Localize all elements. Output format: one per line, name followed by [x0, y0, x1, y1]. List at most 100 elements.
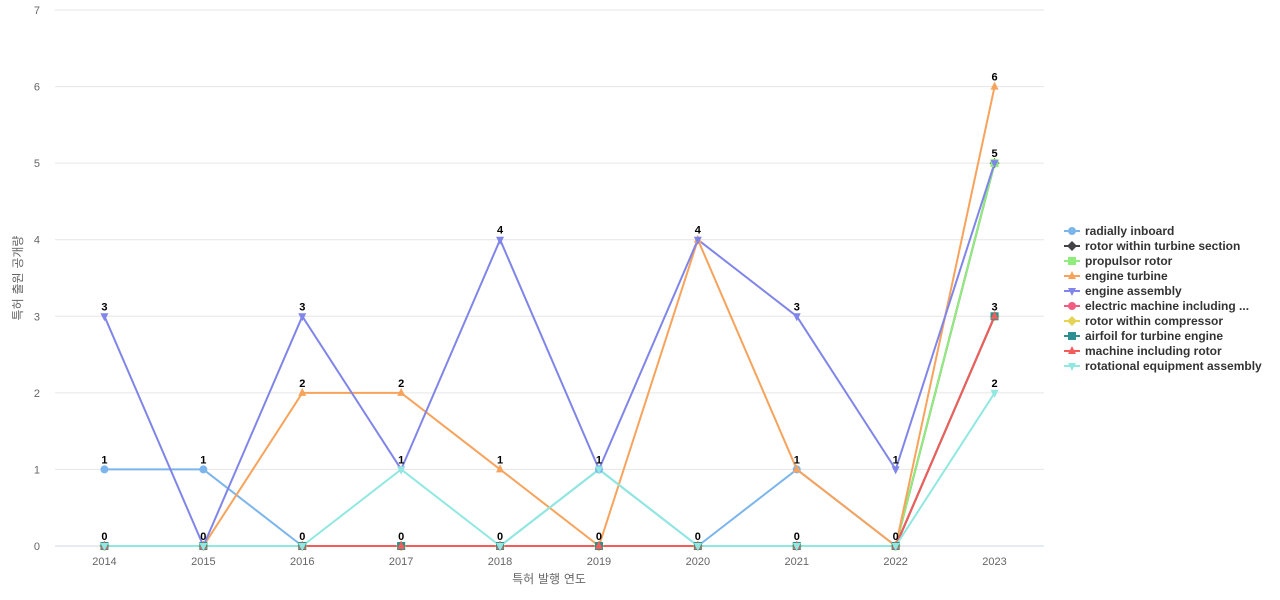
data-point: [397, 541, 406, 549]
legend-marker: [1068, 227, 1076, 235]
data-point: [792, 313, 801, 322]
series-line: [103, 315, 996, 547]
legend-label: radially inboard: [1085, 224, 1174, 238]
data-label: 0: [299, 531, 305, 543]
data-point: [990, 160, 999, 169]
data-label: 0: [200, 531, 206, 543]
data-label: 0: [794, 531, 800, 543]
data-label: 2: [398, 378, 404, 390]
x-tick-label: 2017: [389, 556, 413, 568]
data-point: [298, 313, 307, 322]
data-label: 2: [299, 378, 305, 390]
legend-marker: [1068, 363, 1076, 371]
data-point: [199, 465, 208, 474]
data-label: 4: [695, 225, 702, 237]
data-point: [100, 543, 109, 551]
data-label: 3: [991, 301, 997, 313]
legend-marker: [1068, 302, 1076, 310]
data-point: [397, 466, 406, 475]
legend-label: airfoil for turbine engine: [1085, 329, 1223, 343]
data-point: [594, 466, 603, 475]
legend-item[interactable]: machine including rotor: [1064, 344, 1222, 358]
data-point: [693, 236, 702, 245]
x-tick-label: 2023: [982, 556, 1006, 568]
data-point: [100, 465, 109, 474]
data-point: [397, 387, 406, 396]
legend-item[interactable]: rotor within compressor: [1064, 314, 1223, 328]
data-point: [990, 81, 999, 90]
x-tick-label: 2015: [191, 556, 215, 568]
y-tick-label: 6: [34, 82, 40, 94]
legend-item[interactable]: propulsor rotor: [1064, 254, 1173, 268]
legend-item[interactable]: engine turbine: [1064, 269, 1168, 283]
legend-label: electric machine including ...: [1085, 299, 1249, 313]
data-label: 1: [497, 454, 503, 466]
legend-marker: [1068, 346, 1076, 354]
data-point: [496, 464, 505, 473]
x-tick-label: 2021: [785, 556, 809, 568]
data-label: 0: [695, 531, 701, 543]
legend-label: rotor within compressor: [1085, 314, 1223, 328]
legend-label: rotational equipment assembly: [1085, 359, 1262, 373]
legend-marker: [1068, 257, 1076, 265]
data-label: 1: [200, 454, 206, 466]
data-point: [100, 313, 109, 322]
x-tick-label: 2016: [290, 556, 314, 568]
legend-item[interactable]: rotor within turbine section: [1064, 239, 1240, 253]
legend-item[interactable]: radially inboard: [1064, 224, 1174, 238]
data-label: 0: [101, 531, 107, 543]
legend-item[interactable]: electric machine including ...: [1064, 299, 1249, 313]
data-point: [792, 464, 801, 473]
data-point: [298, 387, 307, 396]
legend-item[interactable]: engine assembly: [1064, 284, 1182, 298]
legend-item[interactable]: airfoil for turbine engine: [1064, 329, 1223, 343]
data-label: 2: [991, 378, 997, 390]
data-label: 0: [893, 531, 899, 543]
data-label: 0: [497, 531, 503, 543]
data-label: 1: [794, 454, 800, 466]
data-label: 1: [101, 454, 107, 466]
data-point: [792, 543, 801, 551]
x-tick-label: 2014: [92, 556, 116, 568]
legend-marker: [1067, 316, 1077, 326]
grid-lines: [55, 9, 1044, 470]
series-markers: [99, 81, 1000, 551]
y-axis-title: 특허 출원 공개량: [11, 236, 25, 321]
y-tick-label: 2: [34, 388, 40, 400]
legend-item[interactable]: rotational equipment assembly: [1064, 359, 1262, 373]
data-label: 3: [299, 301, 305, 313]
legend-marker: [1068, 332, 1076, 340]
series-line: [103, 162, 996, 547]
data-label: 3: [101, 301, 107, 313]
data-point: [891, 466, 900, 475]
data-point: [298, 543, 307, 551]
data-labels: 3 1 0 1 0 3 2 0 2 1 0 4 1 0 1 0 4 0 3 1 0 1 0 6 5 3 2: [101, 72, 997, 543]
data-point: [891, 543, 900, 551]
legend-label: engine turbine: [1085, 269, 1168, 283]
data-point: [199, 543, 208, 551]
data-label: 1: [398, 454, 404, 466]
data-point: [990, 389, 999, 398]
data-point: [693, 543, 702, 551]
x-tick-label: 2020: [686, 556, 710, 568]
data-label: 4: [497, 225, 504, 237]
data-point: [496, 543, 505, 551]
data-label: 1: [596, 454, 602, 466]
series-line: [103, 315, 996, 547]
legend-label: rotor within turbine section: [1085, 239, 1240, 253]
series-line: [103, 315, 996, 547]
x-tick-label: 2022: [883, 556, 907, 568]
y-tick-label: 3: [34, 311, 40, 323]
series-line: [103, 315, 996, 547]
y-tick-label: 1: [34, 464, 40, 476]
legend-marker: [1068, 271, 1076, 279]
x-axis-ticks: 2014 2015 2016 2017 2018 2019 2020 2021 2022 2023: [92, 556, 1007, 568]
legend-marker: [1067, 241, 1077, 251]
data-label: 0: [398, 531, 404, 543]
data-point: [496, 236, 505, 245]
series-line: [103, 315, 996, 547]
series-lines: [103, 85, 996, 547]
legend-label: propulsor rotor: [1085, 254, 1173, 268]
